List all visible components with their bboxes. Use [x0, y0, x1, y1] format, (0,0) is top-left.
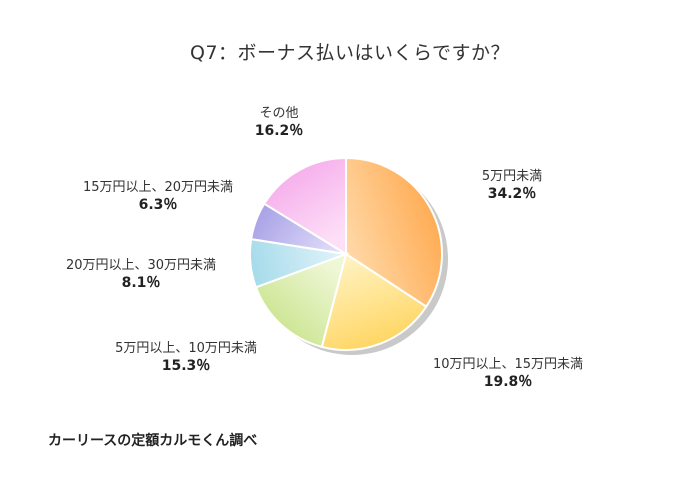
slice-value: 15.3％: [162, 358, 211, 374]
source-credit: カーリースの定額カルモくん調べ: [48, 433, 258, 449]
pie-slices: [249, 156, 444, 351]
pie-slice: [320, 252, 428, 351]
slice-value: 19.8％: [484, 374, 533, 390]
pie-slice: [262, 156, 347, 256]
slice-value: 8.1％: [122, 275, 161, 291]
chart-title: Q7：ボーナス払いはいくらですか？: [190, 42, 510, 64]
pie-labels: 5万円未満 34.2％ 10万円以上、15万円未満 19.8％ 5万円以上、10万円未満…: [66, 106, 583, 390]
slice-label: その他: [259, 106, 298, 121]
slice-label: 20万円以上、30万円未満: [66, 258, 216, 273]
slice-value: 16.2％: [255, 123, 304, 139]
slice-label: 5万円以上、10万円未満: [115, 341, 257, 356]
slice-value: 34.2％: [488, 186, 537, 202]
slice-label: 5万円未満: [482, 169, 542, 184]
slice-label: 15万円以上、20万円未満: [83, 180, 233, 195]
slice-label: 10万円以上、15万円未満: [433, 357, 583, 372]
pie-slice: [254, 252, 348, 349]
slice-value: 6.3％: [139, 197, 178, 213]
